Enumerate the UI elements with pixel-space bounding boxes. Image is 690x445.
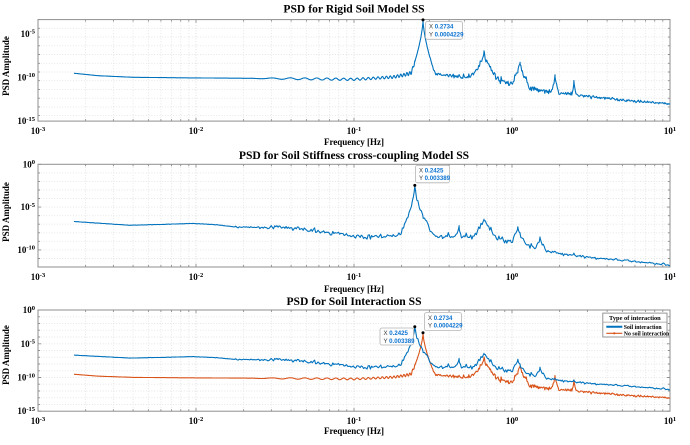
svg-text:100: 100 [506, 272, 518, 282]
svg-text:10-3: 10-3 [31, 416, 46, 426]
svg-text:10-10: 10-10 [17, 372, 35, 382]
svg-text:10-2: 10-2 [189, 126, 203, 136]
svg-text:Type of interaction: Type of interaction [609, 315, 661, 322]
svg-text:10-2: 10-2 [189, 272, 203, 282]
svg-text:10-1: 10-1 [347, 272, 361, 282]
svg-text:PSD for Soil Interaction SS: PSD for Soil Interaction SS [286, 295, 421, 308]
svg-text:10-5: 10-5 [21, 339, 36, 349]
svg-text:100: 100 [506, 126, 518, 136]
svg-text:PSD for Soil Stiffness cross-c: PSD for Soil Stiffness cross-coupling Mo… [239, 149, 469, 162]
svg-text:10-2: 10-2 [189, 416, 203, 426]
svg-text:PSD for Rigid Soil Model SS: PSD for Rigid Soil Model SS [283, 3, 424, 16]
svg-text:PSD Amplitude: PSD Amplitude [1, 36, 11, 96]
svg-text:101: 101 [664, 126, 676, 136]
svg-text:X 0.2734: X 0.2734 [428, 315, 453, 322]
svg-text:101: 101 [664, 272, 676, 282]
svg-text:10-15: 10-15 [17, 116, 35, 126]
svg-text:Frequency [Hz]: Frequency [Hz] [324, 284, 384, 294]
svg-text:Soil interaction: Soil interaction [624, 325, 663, 331]
svg-text:100: 100 [506, 416, 518, 426]
svg-text:10-5: 10-5 [21, 202, 36, 212]
svg-text:10-10: 10-10 [17, 72, 35, 82]
svg-text:10-15: 10-15 [17, 406, 35, 416]
svg-text:10-1: 10-1 [347, 126, 361, 136]
svg-text:Y 0.003389: Y 0.003389 [384, 338, 416, 345]
svg-text:10-3: 10-3 [31, 272, 46, 282]
svg-text:Y 0.0004229: Y 0.0004229 [428, 322, 463, 329]
svg-text:X 0.2734: X 0.2734 [429, 24, 454, 31]
svg-text:PSD Amplitude: PSD Amplitude [1, 325, 11, 385]
svg-text:Frequency [Hz]: Frequency [Hz] [324, 426, 384, 436]
svg-text:Frequency [Hz]: Frequency [Hz] [324, 137, 384, 147]
svg-text:X 0.2425: X 0.2425 [419, 168, 444, 175]
svg-text:PSD Amplitude: PSD Amplitude [1, 182, 11, 242]
svg-text:Y 0.0004229: Y 0.0004229 [429, 31, 464, 38]
svg-text:10-3: 10-3 [31, 126, 46, 136]
svg-text:Y 0.003389: Y 0.003389 [419, 175, 451, 182]
svg-text:101: 101 [664, 416, 676, 426]
svg-text:X 0.2425: X 0.2425 [384, 330, 409, 337]
svg-text:10-10: 10-10 [17, 245, 35, 255]
svg-text:100: 100 [23, 159, 35, 169]
svg-text:No soil interaction: No soil interaction [624, 332, 670, 338]
svg-text:100: 100 [23, 305, 35, 315]
svg-text:10-5: 10-5 [21, 29, 36, 39]
svg-text:10-1: 10-1 [347, 416, 361, 426]
